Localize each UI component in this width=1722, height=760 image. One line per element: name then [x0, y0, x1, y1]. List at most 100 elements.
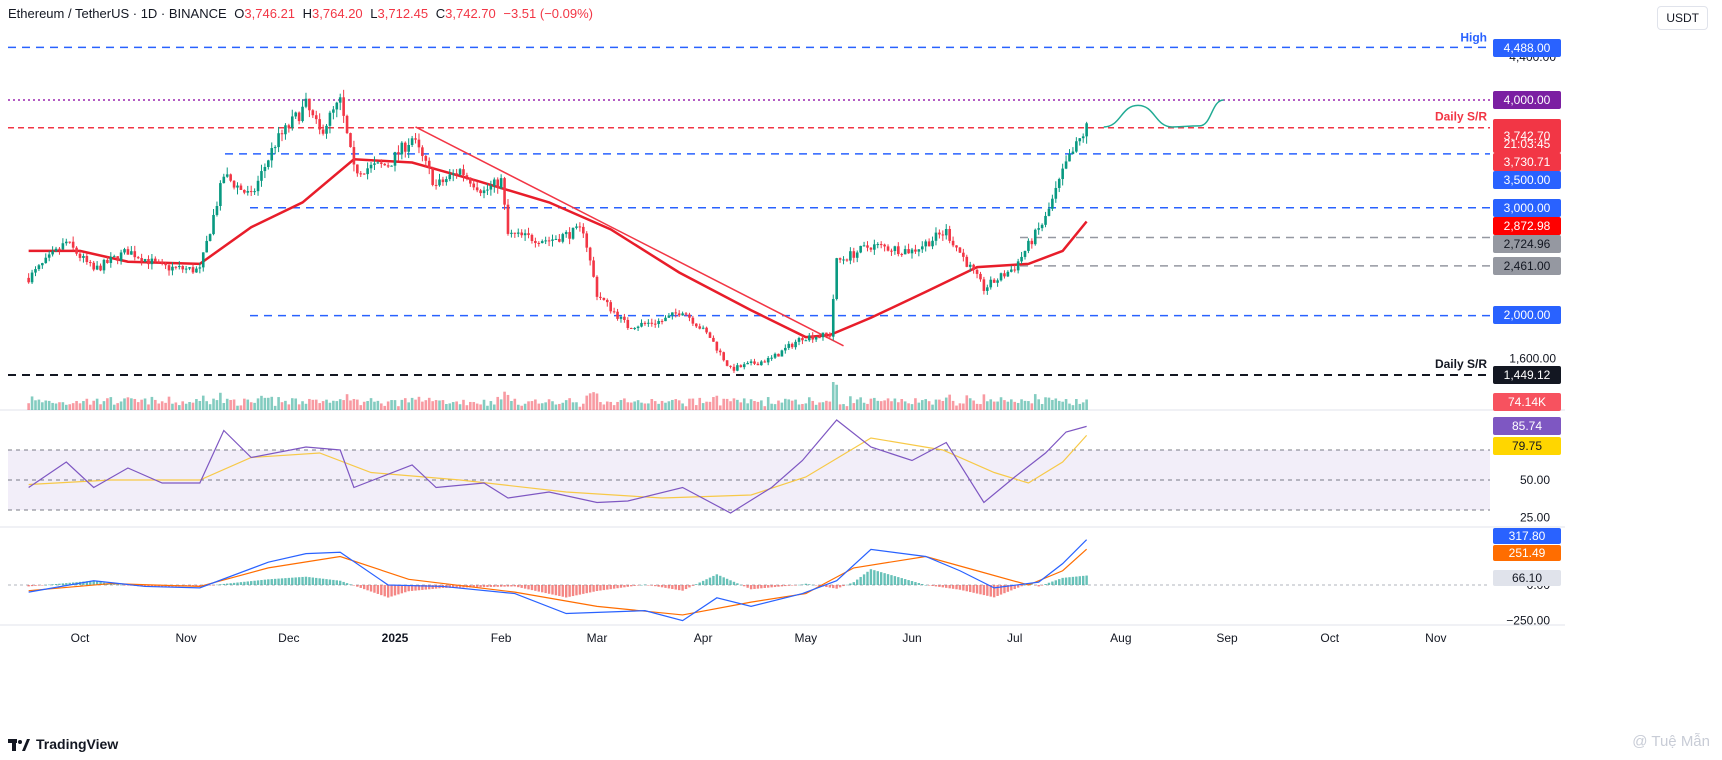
volume-bar — [640, 402, 643, 410]
candle-body — [626, 319, 630, 328]
candle-body — [691, 317, 695, 324]
candle-body — [1085, 123, 1088, 137]
macd-histogram-bar — [249, 581, 253, 585]
volume-bar — [369, 398, 373, 410]
candle-body — [417, 139, 421, 148]
macd-histogram-bar — [99, 582, 102, 585]
candle-body — [260, 171, 263, 181]
macd-histogram-bar — [537, 585, 540, 592]
macd-histogram-bar — [301, 576, 304, 585]
macd-histogram-bar — [760, 585, 763, 589]
candle-body — [451, 173, 455, 175]
macd-histogram-bar — [770, 585, 773, 588]
axis-price-label-text: 317.80 — [1509, 529, 1546, 543]
candle-body — [527, 233, 530, 235]
candle-body — [1023, 250, 1027, 257]
candle-body — [44, 257, 48, 264]
candle-body — [263, 167, 267, 172]
candle-body — [571, 227, 575, 239]
candle-body — [362, 173, 366, 175]
volume-bar — [790, 400, 794, 410]
volume-bar — [417, 396, 421, 410]
candle-body — [492, 179, 496, 186]
x-axis-tick-label: Oct — [71, 631, 90, 645]
macd-histogram-bar — [640, 584, 643, 586]
axis-price-label-bg — [1493, 217, 1561, 235]
macd-histogram-bar — [68, 582, 71, 585]
currency-selector[interactable]: USDT — [1657, 6, 1708, 30]
volume-bar — [386, 401, 390, 410]
symbol-name[interactable]: Ethereum / TetherUS · 1D · BINANCE — [8, 6, 227, 21]
volume-bar — [462, 399, 465, 410]
candle-body — [996, 280, 999, 283]
volume-bar — [941, 400, 945, 410]
macd-histogram-bar — [677, 585, 681, 591]
macd-histogram-bar — [123, 585, 126, 586]
candle-body — [972, 264, 975, 270]
macd-histogram-bar — [660, 585, 664, 588]
volume-bar — [965, 395, 969, 410]
candle-body — [65, 241, 68, 244]
candle-body — [160, 261, 164, 264]
candle-body — [181, 266, 185, 270]
macd-histogram-bar — [756, 585, 760, 589]
macd-histogram-bar — [424, 585, 428, 590]
volume-bar — [212, 398, 215, 410]
axis-price-label-text: 74.14K — [1508, 395, 1546, 409]
macd-histogram-bar — [260, 580, 263, 585]
volume-bar — [568, 398, 571, 410]
candle-body — [873, 244, 876, 250]
volume-bar — [742, 398, 746, 410]
volume-bar — [1075, 399, 1078, 410]
candle-body — [948, 228, 951, 241]
volume-bar — [838, 404, 842, 410]
volume-bar — [349, 400, 352, 410]
candle-body — [903, 249, 907, 255]
volume-bar — [71, 403, 75, 410]
macd-histogram-bar — [924, 585, 927, 586]
volume-bar — [496, 396, 500, 410]
macd-histogram-bar — [862, 574, 866, 585]
volume-bar — [595, 393, 599, 410]
volume-bar — [380, 403, 383, 410]
volume-bar — [999, 397, 1003, 410]
volume-bar — [311, 399, 315, 410]
macd-histogram-bar — [975, 585, 979, 594]
tradingview-logo[interactable]: TradingView — [8, 736, 118, 752]
candle-body — [595, 276, 599, 297]
volume-bar — [41, 402, 44, 410]
axis-price-label-text: 3,742.70 — [1504, 129, 1551, 143]
candle-body — [619, 316, 623, 319]
volume-bar — [390, 400, 393, 410]
macd-histogram-bar — [1030, 584, 1034, 585]
candle-body — [1051, 198, 1054, 209]
macd-histogram-bar — [626, 585, 630, 587]
x-axis-tick-label: Nov — [175, 631, 196, 645]
candle-body — [297, 112, 301, 122]
axis-price-label: 3,730.71 — [1493, 153, 1561, 171]
candle-body — [225, 174, 229, 177]
macd-histogram-bar — [229, 583, 232, 585]
candle-body — [455, 173, 458, 175]
macd-histogram-bar — [82, 581, 85, 585]
macd-histogram-bar — [1078, 576, 1081, 585]
volume-bar — [633, 401, 636, 410]
candle-body — [41, 263, 44, 266]
macd-histogram-bar — [736, 583, 739, 585]
macd-histogram-bar — [95, 581, 99, 585]
volume-bar — [174, 402, 178, 410]
macd-histogram-bar — [154, 585, 157, 587]
volume-bar — [314, 399, 318, 410]
candle-body — [34, 269, 37, 273]
candle-body — [561, 234, 565, 242]
volume-bar — [749, 399, 753, 410]
candle-body — [68, 241, 72, 243]
volume-bar — [842, 404, 845, 410]
macd-histogram-bar — [958, 585, 962, 590]
candle-body — [773, 353, 777, 358]
volume-bar — [575, 402, 578, 410]
candle-body — [267, 160, 270, 168]
macd-histogram-bar — [362, 585, 366, 590]
volume-bar — [677, 400, 681, 410]
